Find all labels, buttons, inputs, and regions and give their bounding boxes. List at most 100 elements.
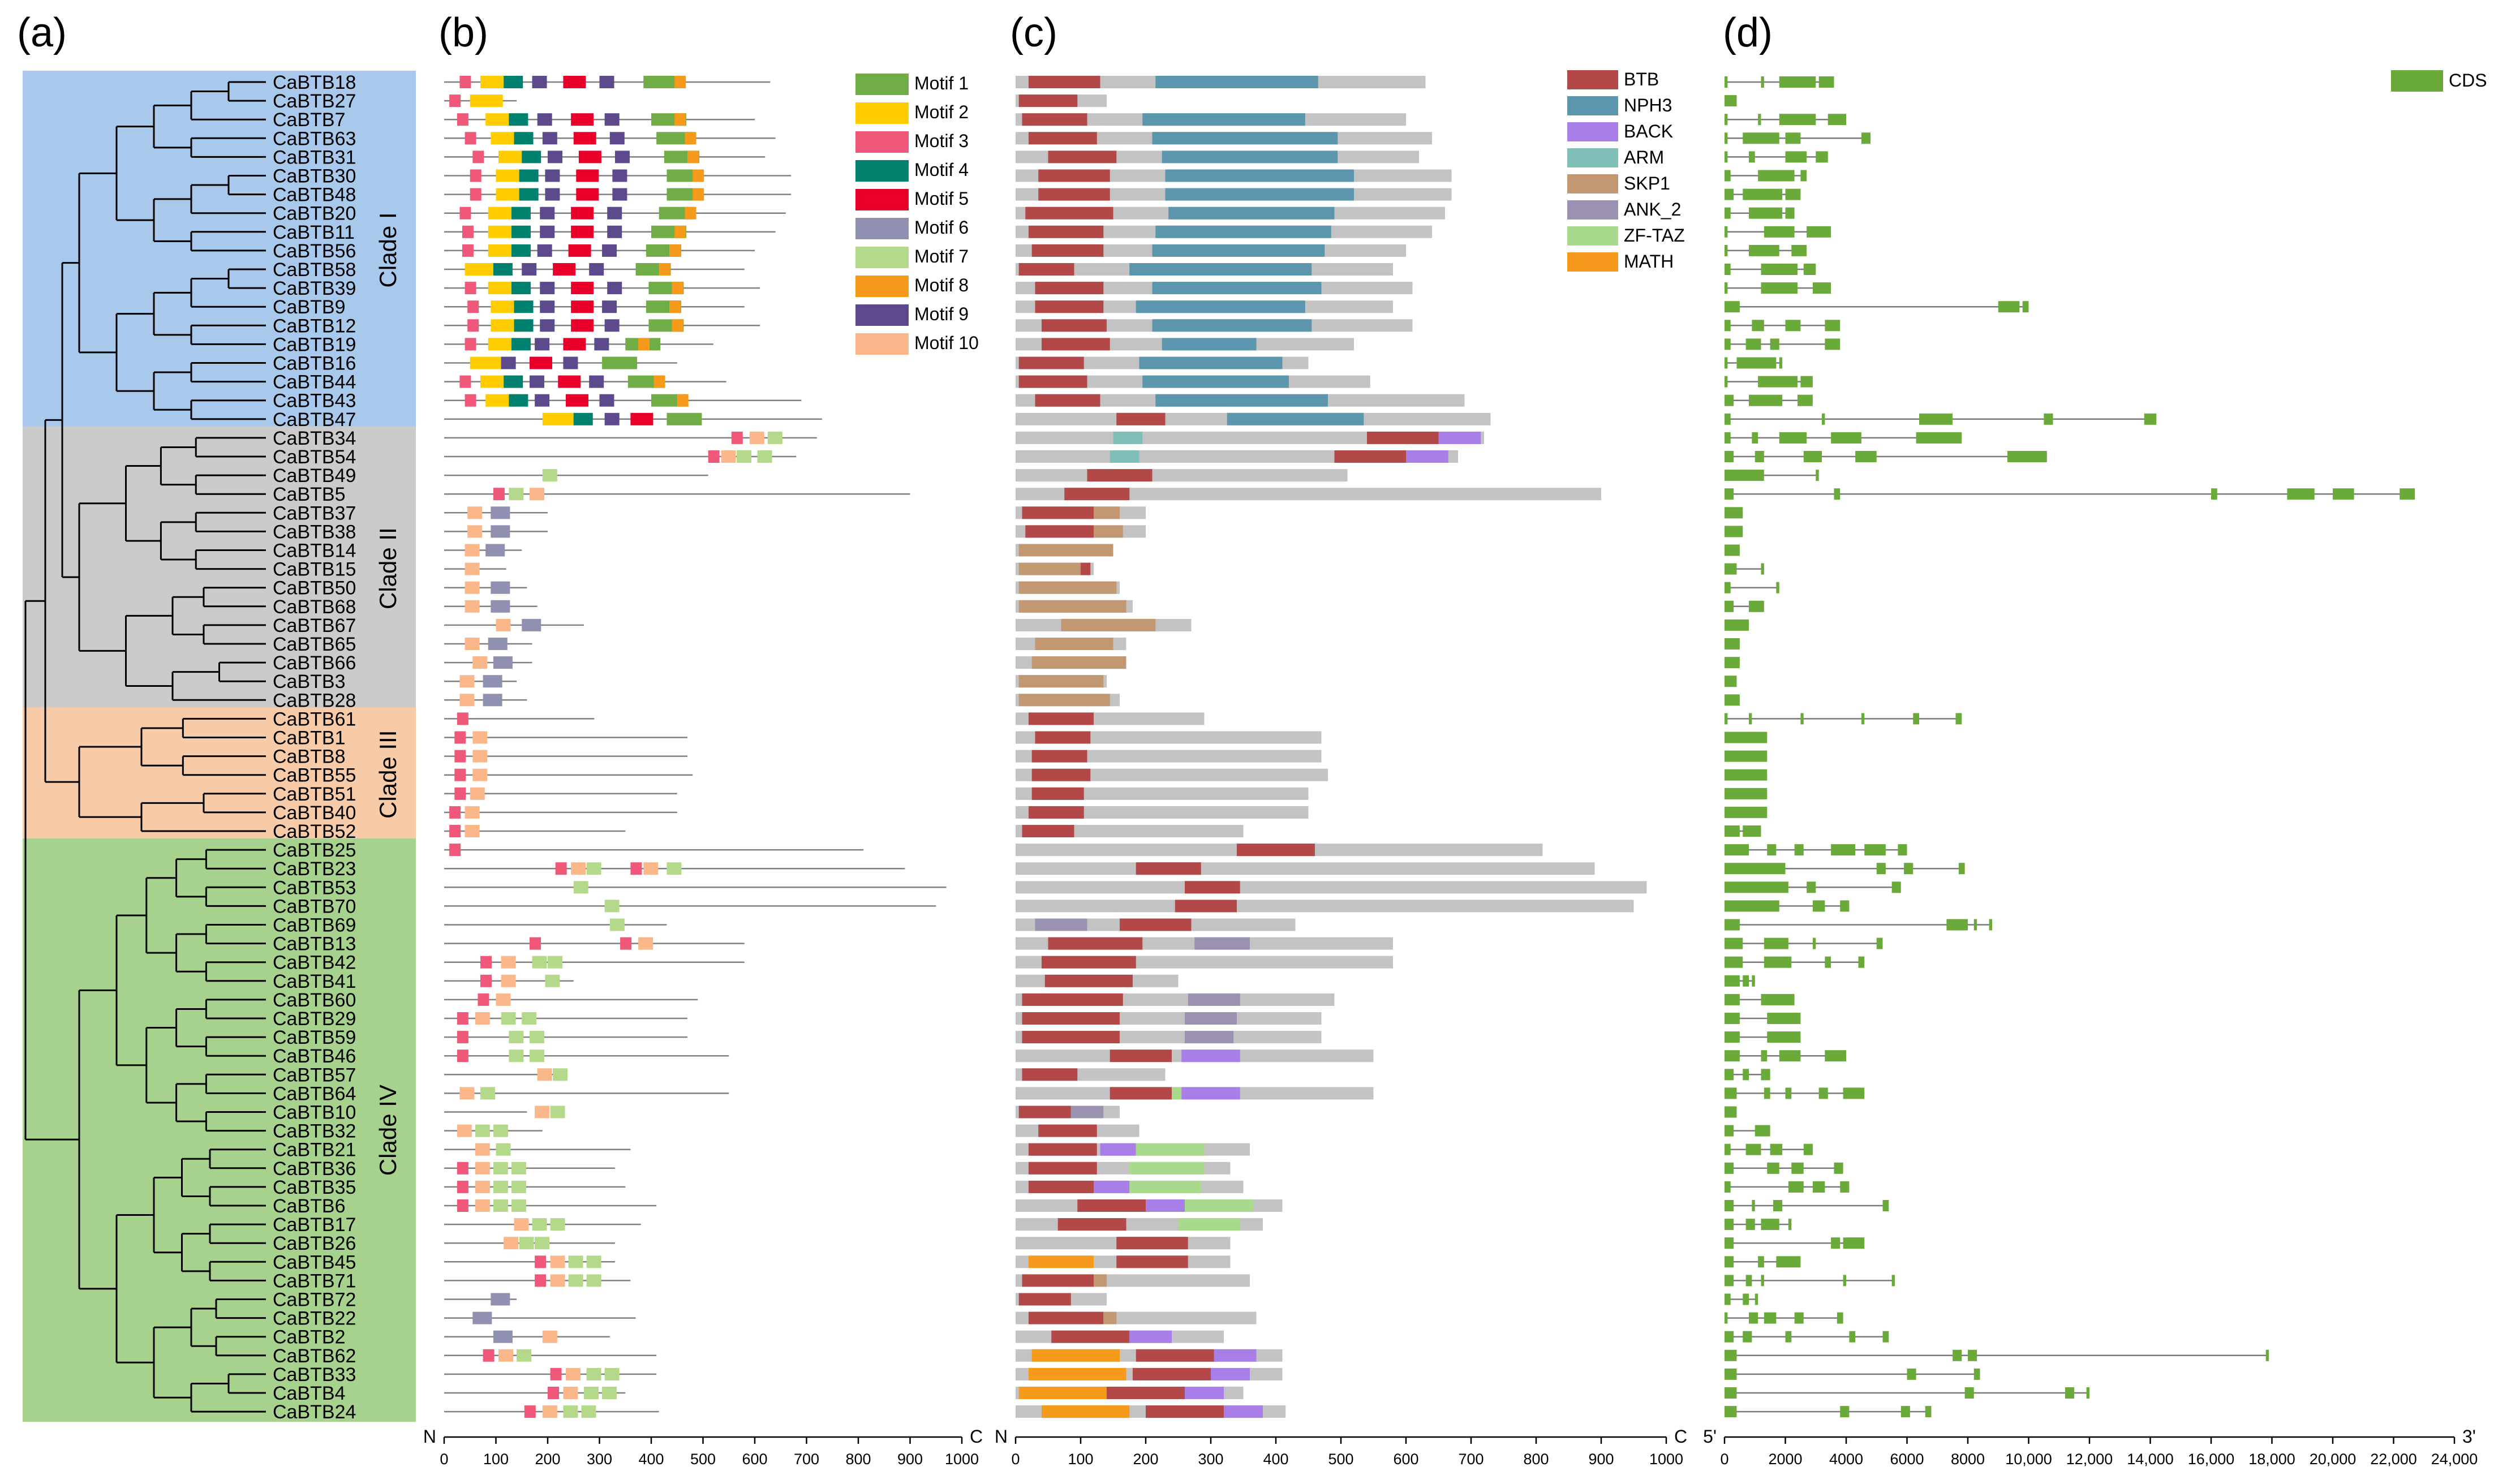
cds-exon (1785, 132, 1801, 144)
motif-box (459, 76, 471, 88)
domain-box (1048, 150, 1117, 164)
motif-box (493, 1330, 513, 1343)
cds-exon (1788, 1219, 1792, 1231)
cds-exon (1725, 1143, 1731, 1155)
cds-exon (1725, 432, 1731, 444)
motif-box (472, 731, 488, 744)
motif-box (599, 76, 614, 88)
cds-exon (1785, 207, 1795, 219)
cds-exon (1816, 151, 1828, 163)
gene-label: CaBTB35 (273, 1177, 356, 1198)
cds-exon (1725, 1162, 1734, 1174)
cds-exon (1743, 1069, 1749, 1081)
motif-box (553, 263, 576, 276)
gene-label: CaBTB63 (273, 128, 356, 149)
gene-label: CaBTB38 (273, 521, 356, 543)
gene-axis-tick-label: 12,000 (2066, 1451, 2113, 1468)
cds-exon (1725, 1406, 1737, 1418)
domain-axis-tick-label: 0 (1011, 1451, 1020, 1468)
motif-box (509, 394, 528, 407)
cds-exon (1725, 151, 1728, 163)
domain-box (1029, 1255, 1094, 1268)
gene-label: CaBTB59 (273, 1027, 356, 1048)
cds-exon (2265, 1349, 2269, 1361)
motif-box (571, 282, 594, 295)
protein-axis-start-label: N (423, 1426, 436, 1447)
motif-panel (444, 76, 947, 1418)
cds-exon (1725, 638, 1740, 649)
motif-box (475, 1124, 490, 1137)
gene-label: CaBTB22 (273, 1308, 356, 1330)
domain-box (1438, 431, 1481, 444)
domain-box (1022, 113, 1087, 126)
motif-box (555, 862, 567, 875)
motif-box (708, 450, 720, 463)
domain-box (1022, 825, 1074, 837)
cds-exon (1779, 1050, 1801, 1062)
motif-box (614, 150, 630, 164)
motif-box (509, 488, 524, 501)
domain-box (1038, 169, 1110, 182)
cds-exon (1916, 432, 1962, 444)
motif-box (459, 694, 475, 707)
cds-exon (1761, 993, 1795, 1005)
domain-box (1018, 1106, 1071, 1119)
motif-box (532, 1218, 547, 1231)
domain-box (1094, 506, 1120, 519)
motif-box (517, 1349, 532, 1362)
domain-box (1129, 1180, 1201, 1193)
domain-box (1181, 1087, 1240, 1100)
motif-box (540, 282, 555, 295)
cds-exon (1725, 769, 1768, 781)
motif-box (573, 881, 588, 894)
motif-legend-label: Motif 2 (914, 102, 969, 122)
motif-box (581, 1405, 596, 1418)
domain-box (1029, 132, 1097, 145)
motif-box (542, 132, 557, 145)
domain-box (1165, 188, 1354, 201)
motif-legend-label: Motif 10 (914, 333, 979, 353)
gene-label: CaBTB2 (273, 1327, 346, 1348)
gene-axis-tick-label: 16,000 (2188, 1451, 2235, 1468)
motif-box (532, 956, 547, 969)
domain-box (1018, 94, 1078, 107)
domain-box (1025, 525, 1094, 538)
motif-box (491, 1293, 510, 1306)
motif-box (522, 1012, 537, 1025)
cds-exon (1803, 264, 1816, 275)
gene-label: CaBTB34 (273, 428, 356, 449)
protein-bar (1016, 488, 1601, 501)
cds-exon (1861, 132, 1870, 144)
cds-exon (1745, 1219, 1755, 1231)
cds-exon (1725, 1219, 1734, 1231)
domain-box (1181, 1049, 1240, 1063)
domain-box (1136, 300, 1305, 313)
domain-box (1129, 263, 1312, 276)
gene-label: CaBTB42 (273, 952, 356, 974)
motif-box (612, 188, 627, 201)
motif-box (462, 225, 474, 238)
motif-box (604, 1367, 620, 1380)
motif-box (496, 618, 511, 631)
gene-label: CaBTB56 (273, 240, 356, 262)
motif-box (674, 76, 686, 88)
motif-box (586, 1367, 601, 1380)
cds-exon (1798, 394, 1813, 406)
cds-exon (1794, 844, 1804, 856)
motif-box (548, 1387, 559, 1399)
gene-axis-tick-label: 22,000 (2370, 1451, 2417, 1468)
cds-exon (1743, 1293, 1749, 1305)
cds-exon (1843, 1275, 1846, 1287)
cds-exon (1749, 1312, 1758, 1324)
motif-box (602, 244, 617, 257)
motif-box (511, 282, 531, 295)
domain-box (1129, 1162, 1205, 1175)
cds-exon (1989, 919, 1992, 931)
motif-box (491, 581, 510, 594)
gene-label: CaBTB7 (273, 109, 346, 131)
domain-box (1029, 712, 1094, 725)
domain-box (1081, 562, 1091, 575)
domain-axis-tick-label: 900 (1588, 1451, 1614, 1468)
domain-box (1136, 1349, 1214, 1362)
